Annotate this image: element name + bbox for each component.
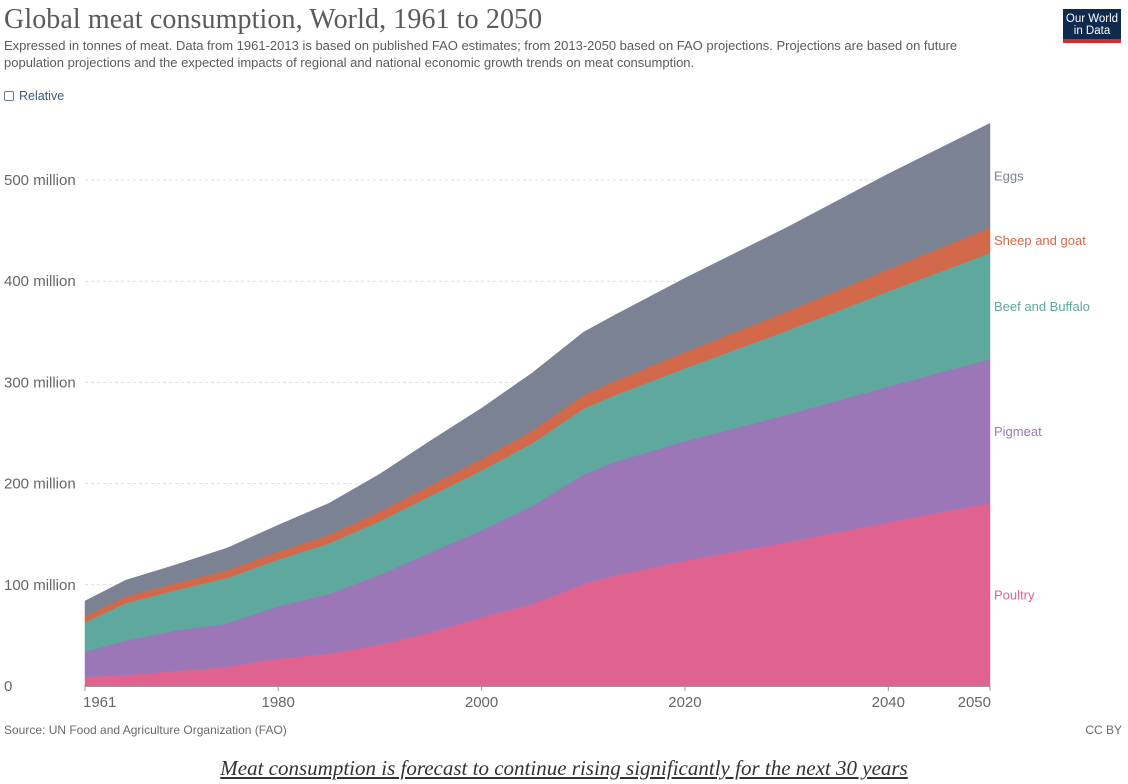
legend-label-poultry: Poultry: [994, 587, 1035, 602]
x-tick-label: 2050: [958, 694, 991, 711]
y-tick-label: 300 million: [4, 374, 76, 391]
relative-toggle[interactable]: Relative: [4, 89, 64, 103]
x-tick-label: 1961: [83, 694, 116, 711]
owid-logo[interactable]: Our World in Data: [1063, 9, 1121, 43]
y-tick-label: 100 million: [4, 577, 76, 594]
x-tick-label: 2040: [872, 694, 905, 711]
y-tick-label: 200 million: [4, 476, 76, 493]
figure-caption: Meat consumption is forecast to continue…: [220, 756, 908, 780]
logo-line-2: in Data: [1073, 25, 1111, 37]
x-tick-label: 2020: [668, 694, 701, 711]
x-tick-label: 1980: [262, 694, 295, 711]
x-tick-label: 2000: [465, 694, 498, 711]
y-tick-label: 400 million: [4, 273, 76, 290]
legend-label-pigmeat: Pigmeat: [994, 424, 1042, 439]
source-note[interactable]: Source: UN Food and Agriculture Organiza…: [4, 723, 287, 737]
legend-label-sheep-and-goat: Sheep and goat: [994, 233, 1086, 248]
y-tick-label: 500 million: [4, 172, 76, 189]
area-eggs: [84, 122, 991, 617]
legend-label-beef-and-buffalo: Beef and Buffalo: [994, 299, 1090, 314]
legend-label-eggs: Eggs: [994, 168, 1024, 183]
logo-line-1: Our World: [1065, 13, 1119, 25]
chart-subtitle: Expressed in tonnes of meat. Data from 1…: [4, 38, 958, 70]
y-tick-label: 0: [4, 678, 12, 695]
relative-checkbox[interactable]: [4, 91, 14, 101]
chart-title: Global meat consumption, World, 1961 to …: [4, 4, 543, 35]
relative-label: Relative: [19, 89, 65, 103]
license-link[interactable]: CC BY: [1085, 723, 1122, 737]
stacked-area-chart: 0 100 million 200 million 300 million 400 mi…: [4, 122, 1090, 711]
